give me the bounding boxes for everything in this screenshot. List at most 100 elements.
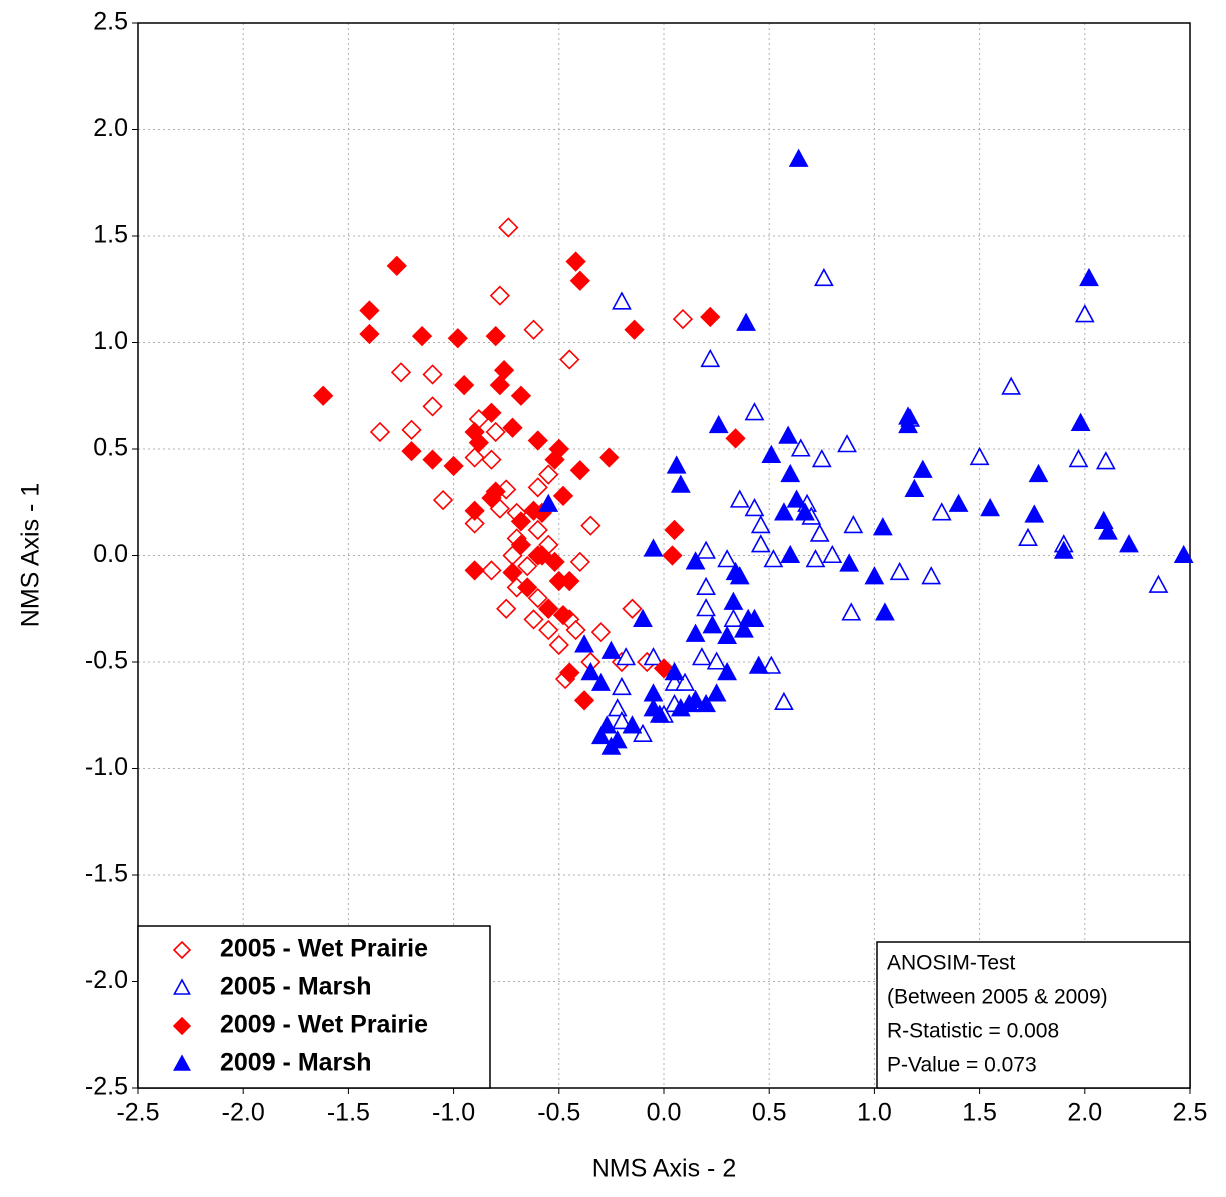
- point: [527, 587, 548, 609]
- point: [590, 622, 612, 643]
- point: [931, 502, 952, 521]
- point: [921, 566, 942, 585]
- plot-frame: [137, 22, 1191, 1089]
- point: [685, 623, 706, 642]
- point: [411, 325, 433, 347]
- point: [736, 312, 756, 331]
- point: [912, 459, 933, 478]
- point: [1098, 521, 1118, 540]
- point: [708, 414, 729, 434]
- y-tick-label: -2.5: [85, 1073, 128, 1101]
- point: [489, 374, 511, 396]
- point: [1070, 412, 1091, 431]
- x-tick-label: -2.0: [222, 1099, 265, 1127]
- point: [872, 517, 893, 536]
- point: [422, 449, 443, 470]
- point: [616, 647, 637, 666]
- point: [811, 448, 832, 468]
- point: [601, 640, 622, 659]
- annotation-box: [876, 941, 1191, 1089]
- x-tick-label: -0.5: [537, 1099, 580, 1127]
- point: [717, 661, 738, 681]
- point: [538, 619, 559, 641]
- point: [706, 683, 727, 702]
- point: [666, 455, 687, 474]
- point: [763, 549, 784, 568]
- point: [622, 598, 643, 619]
- point: [612, 676, 632, 696]
- point: [622, 715, 643, 734]
- x-tick-label: 0.0: [647, 1099, 682, 1127]
- point: [422, 396, 443, 417]
- point: [498, 217, 519, 238]
- point: [523, 319, 544, 340]
- point: [601, 736, 622, 755]
- point: [485, 421, 506, 443]
- point: [401, 440, 422, 462]
- point: [359, 323, 380, 345]
- point: [496, 598, 517, 619]
- point: [805, 549, 826, 568]
- point: [889, 561, 910, 581]
- point: [493, 360, 515, 381]
- point: [510, 534, 532, 555]
- point: [1074, 304, 1095, 323]
- point: [1119, 534, 1139, 553]
- point: [597, 715, 618, 734]
- point: [788, 148, 809, 167]
- point: [485, 481, 506, 502]
- point: [837, 434, 857, 453]
- y-tick-label: 0.0: [93, 540, 128, 568]
- point: [685, 689, 706, 708]
- point: [1024, 504, 1045, 523]
- point: [649, 704, 670, 723]
- point: [523, 609, 544, 630]
- point: [717, 625, 738, 644]
- point: [565, 619, 586, 641]
- point: [723, 591, 744, 610]
- point: [313, 385, 334, 406]
- point: [778, 425, 799, 444]
- point: [717, 549, 738, 568]
- point: [643, 538, 664, 557]
- point: [517, 577, 538, 598]
- point: [552, 485, 574, 506]
- point: [841, 602, 862, 621]
- point: [761, 444, 782, 463]
- point: [864, 566, 885, 585]
- point: [569, 460, 590, 481]
- point: [538, 493, 559, 512]
- point: [744, 497, 765, 517]
- point: [569, 270, 590, 291]
- point: [390, 362, 412, 383]
- point: [723, 608, 744, 627]
- y-axis-label: NMS Axis - 1: [17, 483, 45, 627]
- point: [1148, 574, 1169, 593]
- point: [538, 464, 559, 485]
- y-tick-label: 1.5: [93, 221, 128, 249]
- point: [580, 661, 601, 681]
- point: [790, 438, 811, 457]
- point: [969, 446, 990, 466]
- point: [822, 544, 843, 564]
- point: [443, 455, 464, 477]
- point: [653, 658, 675, 679]
- annotation-text: (Between 2005 & 2009): [887, 986, 1108, 1009]
- legend-marker: [172, 940, 192, 960]
- annotation-text: R-Statistic = 0.008: [887, 1020, 1059, 1043]
- point: [904, 478, 925, 498]
- point: [1173, 544, 1194, 564]
- point: [590, 725, 611, 745]
- point: [386, 255, 407, 276]
- point: [401, 419, 422, 440]
- point: [780, 463, 801, 483]
- point: [948, 493, 969, 512]
- point: [559, 570, 580, 592]
- point: [729, 489, 750, 508]
- point: [691, 647, 712, 666]
- point: [664, 661, 685, 681]
- point: [502, 417, 523, 438]
- y-tick-label: 2.5: [93, 8, 128, 36]
- point: [643, 647, 664, 666]
